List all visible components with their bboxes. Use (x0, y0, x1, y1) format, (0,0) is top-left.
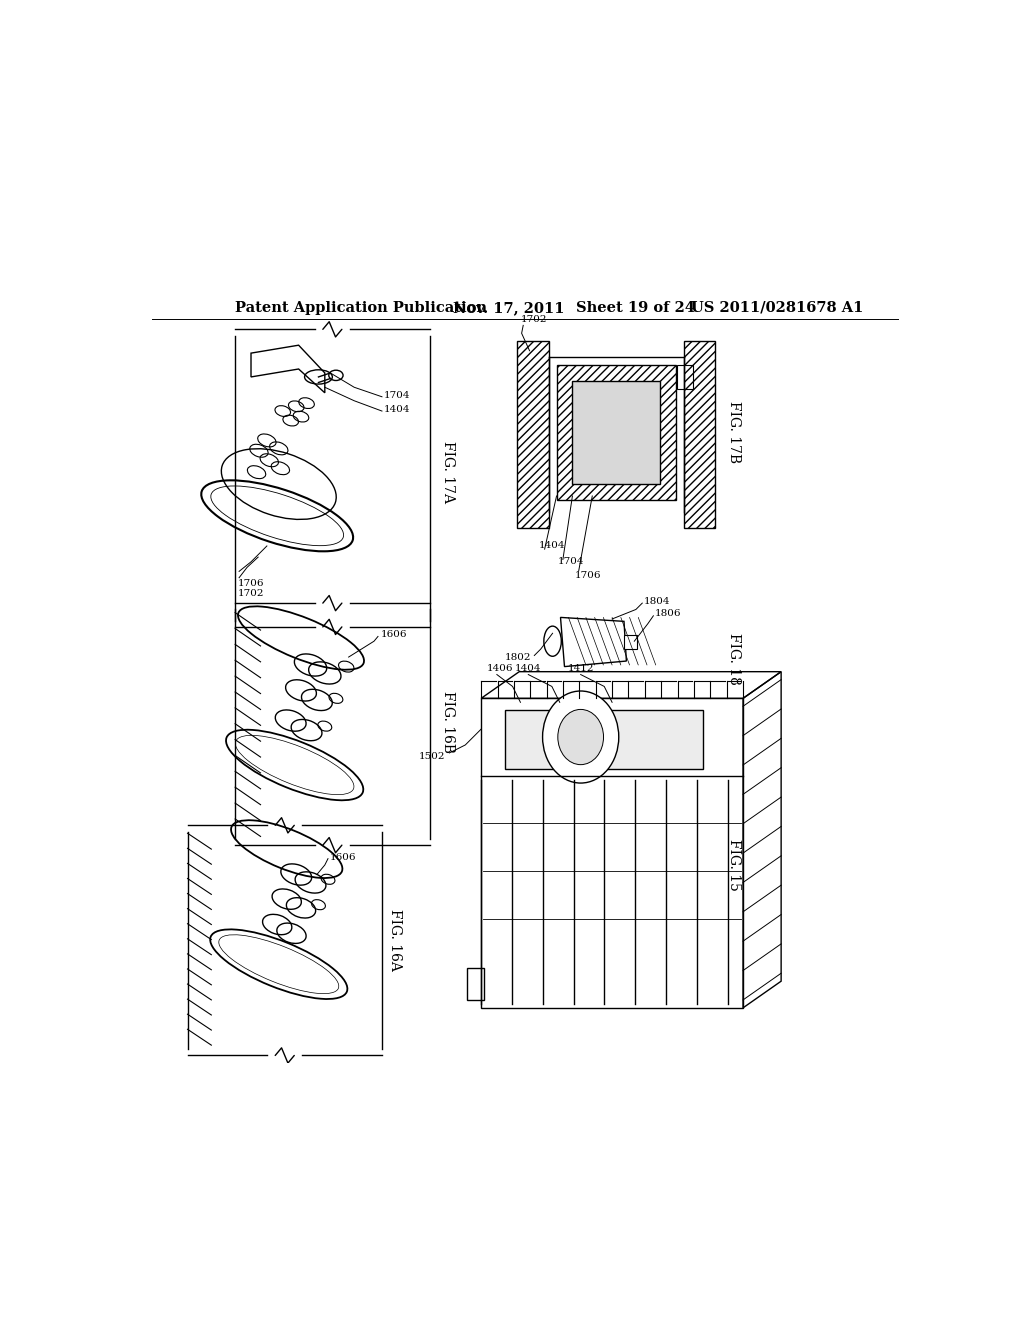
Ellipse shape (558, 709, 603, 764)
Text: 1502: 1502 (419, 752, 445, 762)
Ellipse shape (543, 690, 618, 783)
Text: 1606: 1606 (330, 853, 356, 862)
Bar (517, 342, 549, 528)
Polygon shape (560, 618, 627, 667)
Text: FIG. 18: FIG. 18 (727, 632, 741, 685)
Text: 1704: 1704 (558, 557, 585, 565)
Text: 1412: 1412 (567, 664, 594, 673)
Text: Sheet 19 of 24: Sheet 19 of 24 (577, 301, 695, 315)
Text: 1606: 1606 (380, 631, 407, 639)
Text: FIG. 17B: FIG. 17B (727, 401, 741, 463)
Text: 1804: 1804 (644, 597, 671, 606)
Text: 1706: 1706 (574, 570, 601, 579)
Bar (572, 381, 659, 484)
Text: FIG. 17A: FIG. 17A (441, 441, 456, 503)
Text: 1806: 1806 (655, 609, 681, 618)
Text: 1404: 1404 (384, 405, 410, 414)
Text: 1406: 1406 (486, 664, 513, 673)
Text: 1404: 1404 (515, 664, 542, 673)
Bar (684, 342, 715, 528)
Text: 1704: 1704 (384, 391, 410, 400)
Text: 1702: 1702 (238, 589, 264, 598)
Bar (505, 710, 703, 770)
Bar (624, 635, 637, 649)
Text: FIG. 16A: FIG. 16A (388, 909, 402, 972)
Bar (467, 968, 484, 1001)
Text: 1706: 1706 (238, 578, 264, 587)
Bar (677, 366, 693, 389)
Text: FIG. 15: FIG. 15 (727, 840, 741, 891)
Text: Nov. 17, 2011: Nov. 17, 2011 (454, 301, 565, 315)
Text: 1802: 1802 (505, 652, 531, 661)
Text: FIG. 16B: FIG. 16B (441, 692, 456, 754)
Text: 1702: 1702 (521, 314, 548, 323)
Text: 1404: 1404 (539, 541, 565, 549)
Text: Patent Application Publication: Patent Application Publication (236, 301, 487, 315)
Ellipse shape (544, 626, 561, 656)
Bar (557, 366, 676, 500)
Bar (481, 698, 743, 1008)
Text: US 2011/0281678 A1: US 2011/0281678 A1 (691, 301, 864, 315)
Bar (505, 710, 703, 770)
